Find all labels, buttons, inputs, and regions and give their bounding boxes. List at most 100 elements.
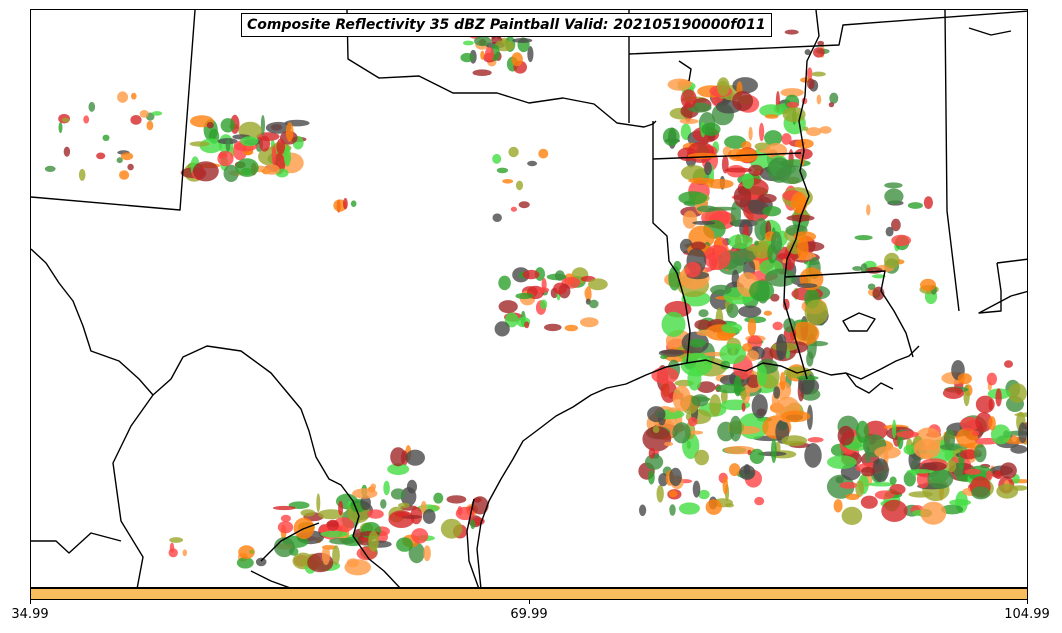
paintball-echo bbox=[271, 146, 277, 165]
paintball-echo bbox=[662, 127, 680, 146]
paintball-echo bbox=[860, 263, 868, 274]
paintball-echo bbox=[871, 274, 886, 279]
paintball-echo bbox=[652, 425, 660, 434]
paintball-echo bbox=[139, 110, 149, 118]
paintball-echo bbox=[265, 121, 292, 134]
mexico-border-4 bbox=[250, 570, 290, 587]
paintball-echo bbox=[225, 139, 231, 152]
paintball-echo bbox=[923, 196, 934, 210]
paintball-echo bbox=[786, 101, 800, 108]
tennessee-river bbox=[968, 27, 1012, 36]
paintball-echo bbox=[398, 502, 410, 508]
paintball-echo bbox=[1018, 422, 1027, 444]
paintball-echo bbox=[747, 318, 757, 337]
mexico-border-3 bbox=[260, 522, 320, 562]
paintball-echo bbox=[537, 287, 550, 293]
paintball-echo bbox=[889, 484, 906, 495]
paintball-echo bbox=[762, 206, 782, 217]
paintball-echo bbox=[767, 157, 792, 183]
paintball-echo bbox=[891, 218, 901, 232]
paintball-echo bbox=[470, 519, 476, 530]
paintball-echo bbox=[329, 537, 355, 545]
paintball-echo bbox=[273, 537, 295, 558]
paintball-echo bbox=[169, 537, 184, 543]
map-title: Composite Reflectivity 35 dBZ Paintball … bbox=[241, 13, 772, 37]
lake-pontchartrain bbox=[842, 312, 876, 332]
red-river-border bbox=[346, 10, 657, 128]
state-border-tn bbox=[628, 10, 1027, 55]
paintball-echo bbox=[472, 69, 492, 76]
paintball-echo bbox=[518, 201, 530, 209]
paintball-echo bbox=[285, 122, 294, 142]
paintball-echo bbox=[698, 489, 710, 500]
paintball-echo bbox=[672, 422, 691, 444]
paintball-echo bbox=[669, 467, 682, 487]
paintball-echo bbox=[411, 528, 429, 544]
colorbar-tick-max bbox=[1027, 600, 1028, 604]
paintball-echo bbox=[884, 252, 900, 269]
paintball-echo bbox=[703, 244, 731, 271]
paintball-echo bbox=[770, 231, 783, 255]
paintball-echo bbox=[817, 40, 825, 46]
paintball-echo bbox=[660, 354, 668, 360]
paintball-echo bbox=[797, 283, 818, 288]
paintball-echo bbox=[741, 402, 746, 412]
paintball-echo bbox=[236, 557, 254, 569]
paintball-echo bbox=[679, 118, 699, 125]
paintball-echo bbox=[841, 506, 863, 525]
paintball-echo bbox=[724, 167, 753, 173]
paintball-echo bbox=[692, 220, 716, 225]
map-panel bbox=[30, 9, 1028, 588]
paintball-echo bbox=[813, 47, 825, 58]
paintball-echo bbox=[446, 495, 467, 504]
paintball-echo bbox=[684, 261, 701, 278]
paintball-echo bbox=[433, 492, 444, 504]
paintball-echo bbox=[724, 135, 747, 149]
paintball-echo bbox=[764, 268, 797, 287]
reflectivity-map bbox=[31, 10, 1027, 587]
paintball-echo bbox=[651, 367, 679, 384]
paintball-echo bbox=[868, 482, 895, 487]
paintball-echo bbox=[960, 416, 980, 431]
paintball-echo bbox=[742, 173, 754, 190]
paintball-echo bbox=[698, 309, 709, 318]
paintball-echo bbox=[346, 558, 359, 568]
paintball-echo bbox=[396, 537, 413, 552]
paintball-echo bbox=[803, 126, 809, 132]
paintball-echo bbox=[957, 373, 972, 385]
paintball-echo bbox=[61, 117, 70, 123]
paintball-echo bbox=[527, 160, 538, 167]
colorbar-tick-mid bbox=[529, 600, 530, 604]
paintball-echo bbox=[102, 134, 110, 141]
paintball-echo bbox=[668, 407, 678, 413]
state-border-tx-la bbox=[652, 159, 691, 364]
paintball-echo bbox=[722, 476, 728, 495]
paintball-echo bbox=[807, 78, 815, 90]
paintball-echo bbox=[83, 115, 90, 124]
paintball-echo bbox=[892, 419, 897, 439]
paintball-echo bbox=[833, 499, 843, 513]
paintball-echo bbox=[927, 469, 954, 489]
rio-grande bbox=[31, 248, 401, 587]
paintball-echo bbox=[781, 435, 808, 447]
paintball-echo bbox=[350, 200, 357, 207]
paintball-echo bbox=[96, 152, 106, 160]
paintball-echo bbox=[440, 518, 463, 539]
paintball-echo bbox=[990, 424, 1011, 445]
paintball-echo bbox=[694, 449, 709, 466]
paintball-echo bbox=[732, 91, 754, 111]
paintball-echo bbox=[316, 493, 321, 513]
paintball-echo bbox=[732, 77, 758, 94]
paintball-echo bbox=[754, 240, 759, 246]
paintball-echo bbox=[942, 387, 964, 399]
paintball-echo bbox=[728, 234, 753, 249]
paintball-echo bbox=[658, 473, 668, 487]
paintball-echo bbox=[554, 270, 565, 281]
paintball-echo bbox=[192, 161, 219, 182]
paintball-echo bbox=[749, 280, 775, 302]
paintball-echo bbox=[971, 430, 980, 436]
paintball-echo bbox=[756, 364, 767, 387]
paintball-echo bbox=[986, 372, 998, 386]
paintball-echo bbox=[797, 236, 809, 261]
paintball-echo bbox=[889, 476, 897, 485]
